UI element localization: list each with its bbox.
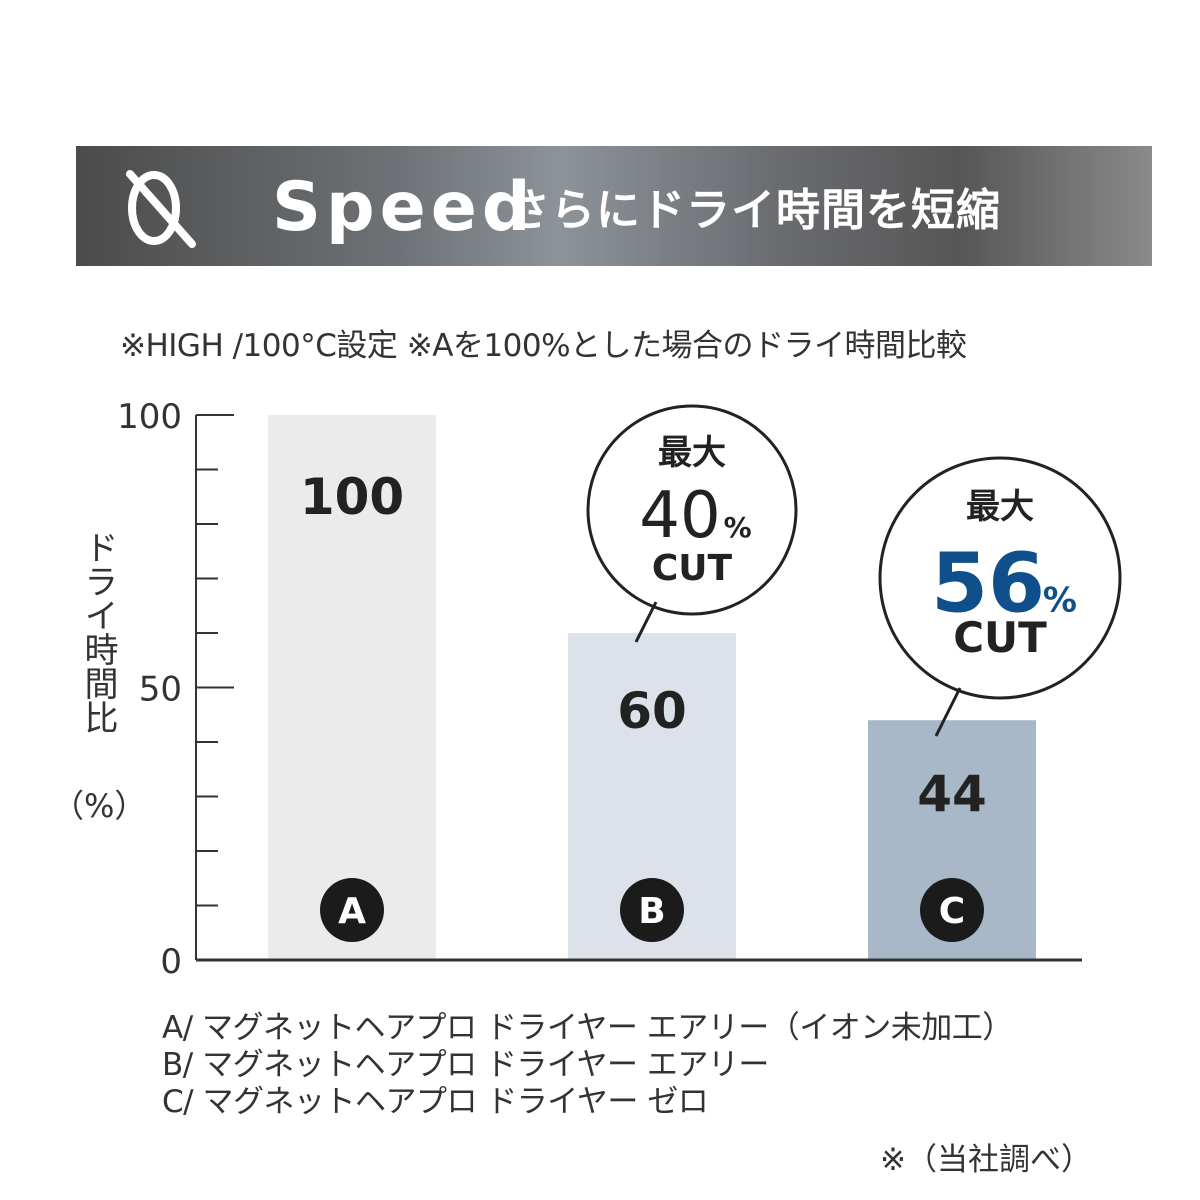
category-label-a: A [338,891,366,932]
category-badge-c [920,878,984,942]
banner-speed-word: Speed [272,168,536,247]
bar-a [268,415,436,960]
callout-max-label-b: 最大 [658,433,726,473]
category-label-c: C [939,891,965,932]
value-label-c: 44 [917,765,987,823]
legend-item-a: A/ マグネットヘアプロ ドライヤー エアリー（イオン未加工） [162,1010,1013,1046]
y-tick-label-50: 50 [139,670,182,710]
callout-cut-label-b: CUT [652,548,733,589]
y-tick-label-0: 0 [160,942,182,982]
callout-pointer-b [634,601,658,643]
legend-item-b: B/ マグネットヘアプロ ドライヤー エアリー [162,1047,769,1083]
source-note: ※（当社調べ） [880,1142,1092,1178]
chart-note: ※HIGH /100°C設定 ※Aを100%とした場合のドライ時間比較 [120,328,967,364]
banner-subtitle: さらにドライ時間を短縮 [506,185,1001,236]
callout-max-label-c: 最大 [966,487,1034,527]
category-badge-b [620,878,684,942]
q-logo-icon [126,170,196,248]
category-badge-a [320,878,384,942]
value-label-b: 60 [617,682,687,740]
callout-number-c: 56 [931,537,1045,632]
title-banner: Speed さらにドライ時間を短縮 [76,146,1152,266]
category-label-b: B [638,891,665,932]
y-axis-title: ドライ時間比 [78,530,118,734]
y-axis-unit: （%） [52,787,147,825]
y-tick-label-100: 100 [117,397,182,437]
callout-bubble-b [586,404,798,616]
callout-number-b: 40 [639,479,720,553]
legend-item-c: C/ マグネットヘアプロ ドライヤー ゼロ [162,1084,709,1120]
callout-percent-b: % [724,511,752,544]
legend: A/ マグネットヘアプロ ドライヤー エアリー（イオン未加工） B/ マグネット… [162,1010,1013,1121]
value-label-a: 100 [300,468,404,526]
callout-percent-c: % [1043,581,1077,621]
callout-bubble-c [878,456,1122,700]
callout-pointer-c [934,687,962,737]
callout-cut-label-c: CUT [953,613,1047,662]
